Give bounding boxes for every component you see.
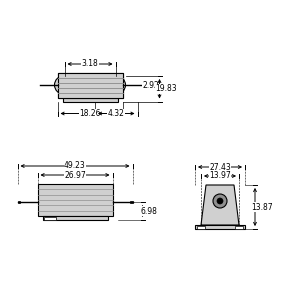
Text: 27.43: 27.43 (209, 163, 231, 171)
Bar (58, 73, 122, 98)
Bar (44, 217, 56, 219)
Circle shape (217, 198, 223, 204)
Bar (62, 98, 118, 101)
Text: 13.87: 13.87 (251, 202, 273, 212)
Text: 19.83: 19.83 (156, 84, 177, 93)
Circle shape (213, 194, 227, 208)
Bar (235, 225, 243, 229)
Bar (17, 201, 20, 203)
Text: 13.97: 13.97 (209, 171, 231, 181)
Bar (130, 201, 133, 203)
Text: 4.32: 4.32 (108, 109, 125, 118)
Circle shape (107, 76, 125, 94)
Text: 18.26: 18.26 (79, 109, 101, 118)
Text: 26.97: 26.97 (64, 171, 86, 179)
Bar (197, 225, 205, 229)
Text: 2.92: 2.92 (142, 81, 159, 89)
Bar (58, 73, 122, 98)
Polygon shape (201, 185, 239, 225)
Bar (38, 184, 112, 216)
Circle shape (114, 83, 119, 88)
Circle shape (61, 83, 66, 88)
Bar (195, 225, 245, 229)
Bar (43, 216, 107, 220)
Text: 6.98: 6.98 (140, 206, 157, 216)
Text: 3.18: 3.18 (82, 60, 98, 68)
Text: 49.23: 49.23 (64, 161, 86, 171)
Circle shape (55, 76, 73, 94)
